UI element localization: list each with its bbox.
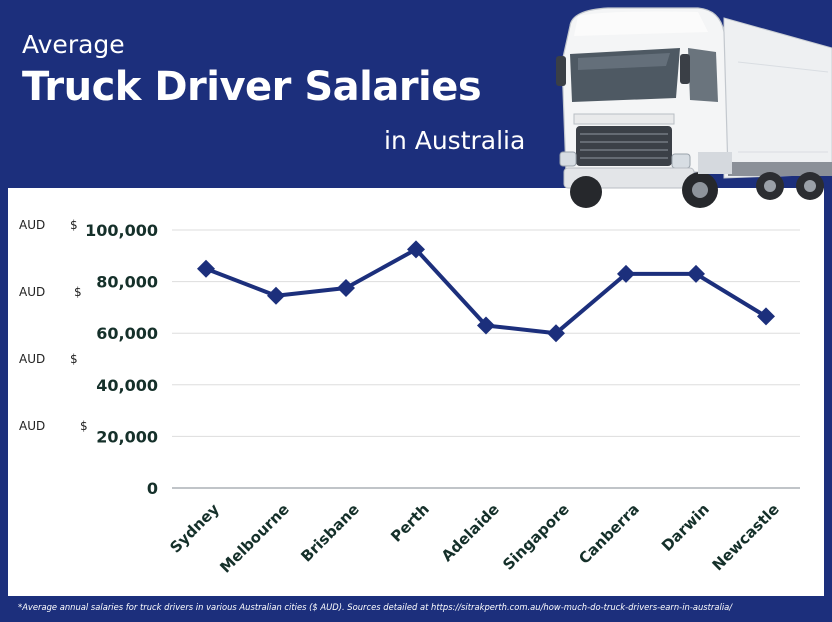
chart-panel: 0 20,000 40,000 60,000 80,000 100,000 AUD $ AUD… <box>8 188 824 596</box>
data-point-marker <box>337 279 355 298</box>
x-tick-label: Brisbane <box>297 500 362 565</box>
data-point-marker <box>267 286 285 305</box>
data-point-marker <box>197 259 215 278</box>
currency-symbol-label: $ <box>74 285 82 299</box>
y-tick-label: 60,000 <box>96 324 158 343</box>
currency-unit-label: AUD <box>19 285 45 299</box>
data-point-marker <box>617 264 635 283</box>
y-tick-label: 40,000 <box>96 376 158 395</box>
currency-labels: AUD $ AUD $ AUD $ AUD $ <box>19 218 88 433</box>
x-tick-label: Melbourne <box>216 500 293 577</box>
data-point-marker <box>477 316 495 335</box>
y-tick-label: 20,000 <box>96 427 158 446</box>
series-layer <box>197 240 775 343</box>
truck-image <box>556 7 832 208</box>
x-tick-label: Sydney <box>166 500 223 557</box>
x-tick-label: Perth <box>387 500 433 546</box>
data-point-marker <box>687 264 705 283</box>
y-tick-label: 0 <box>147 479 158 498</box>
x-tick-label: Darwin <box>658 500 713 555</box>
grid-layer <box>172 229 800 437</box>
data-point-marker <box>757 307 775 326</box>
x-tick-label: Newcastle <box>709 500 783 574</box>
footnote: *Average annual salaries for truck drive… <box>18 602 733 612</box>
currency-symbol-label: $ <box>80 419 88 433</box>
x-tick-label: Canberra <box>575 500 643 568</box>
currency-unit-label: AUD <box>19 218 45 232</box>
title-line-1: Average <box>22 30 125 59</box>
data-point-marker <box>547 324 565 343</box>
axis-layer: 0 20,000 40,000 60,000 80,000 100,000 <box>85 221 800 498</box>
page-title: Truck Driver Salaries <box>22 64 482 110</box>
title-line-3: in Australia <box>384 126 526 155</box>
currency-unit-label: AUD <box>19 352 45 366</box>
x-tick-label: Adelaide <box>438 500 503 565</box>
currency-unit-label: AUD <box>19 419 45 433</box>
data-point-marker <box>407 240 425 259</box>
currency-symbol-label: $ <box>70 218 78 232</box>
x-tick-label: Singapore <box>499 500 573 574</box>
currency-symbol-label: $ <box>70 352 78 366</box>
y-tick-label: 100,000 <box>85 221 158 240</box>
y-tick-label: 80,000 <box>96 273 158 292</box>
